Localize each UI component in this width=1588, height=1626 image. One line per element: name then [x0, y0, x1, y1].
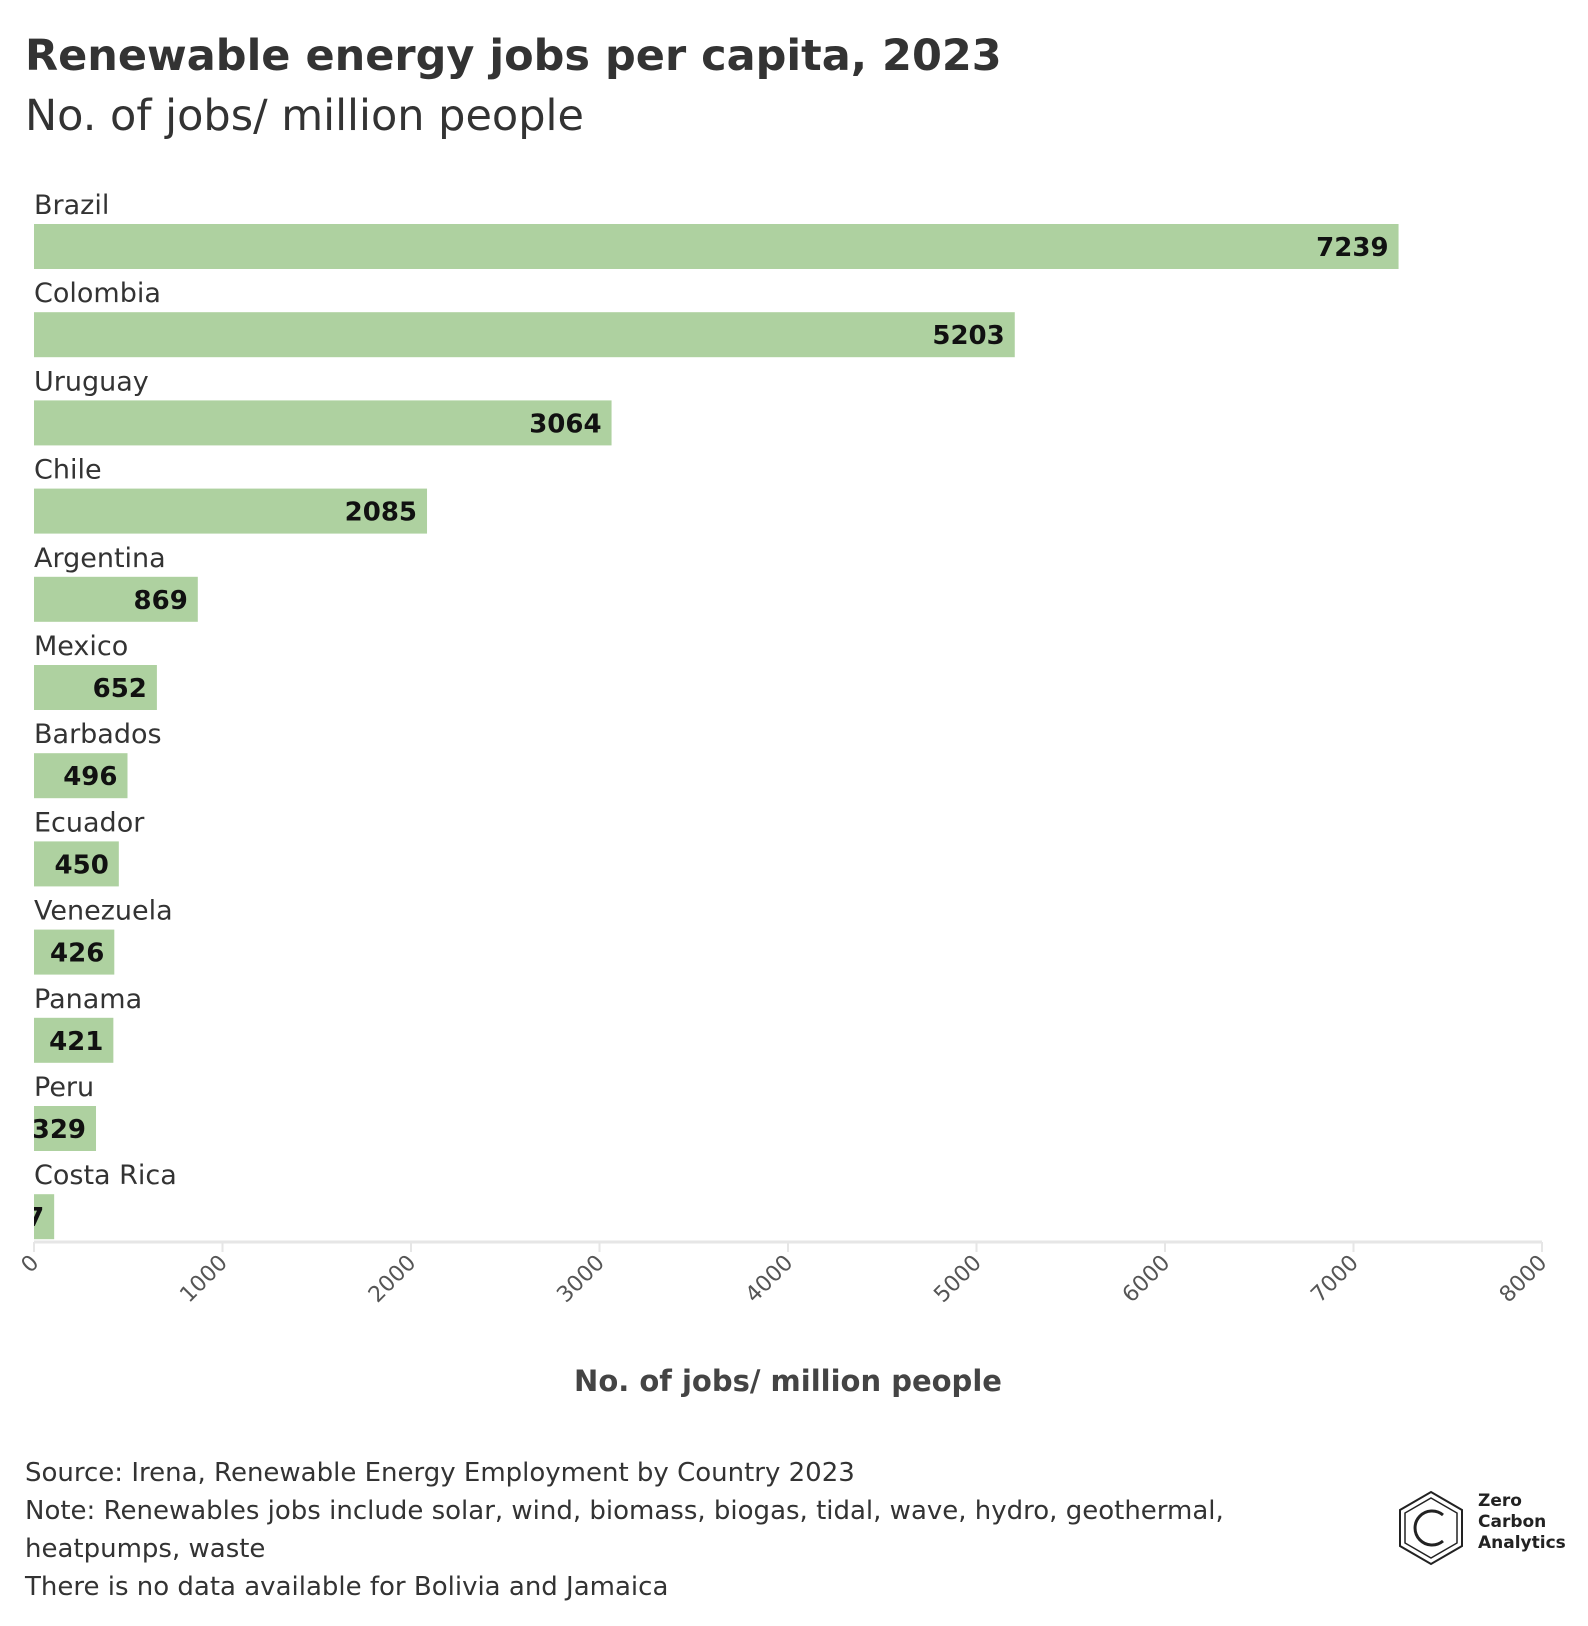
value-label: 107: [0, 1203, 44, 1233]
logo-text: Zero: [1478, 1491, 1522, 1511]
footnote: There is no data available for Bolivia a…: [24, 1572, 668, 1602]
value-label: 2085: [345, 498, 417, 528]
category-label: Ecuador: [34, 807, 145, 838]
logo-text: Carbon: [1478, 1512, 1546, 1532]
category-label: Mexico: [34, 631, 128, 662]
chart-subtitle: No. of jobs/ million people: [25, 91, 584, 141]
footnote: Note: Renewables jobs include solar, win…: [25, 1496, 1224, 1526]
value-label: 421: [49, 1027, 103, 1057]
bar: [34, 488, 428, 534]
x-tick-label: 2000: [364, 1251, 421, 1308]
x-tick-label: 1000: [175, 1251, 232, 1308]
bar: [34, 929, 115, 975]
category-label: Colombia: [34, 278, 161, 309]
bar: [34, 1017, 114, 1063]
bar: [34, 1194, 55, 1240]
bar: [34, 224, 1399, 269]
x-tick-label: 8000: [1495, 1251, 1552, 1308]
value-label: 5203: [932, 321, 1004, 351]
bar: [34, 1106, 97, 1151]
value-label: 426: [50, 939, 104, 969]
bar: [34, 665, 157, 710]
category-label: Chile: [34, 455, 102, 486]
category-label: Panama: [34, 984, 142, 1015]
value-label: 652: [93, 674, 147, 704]
category-label: Venezuela: [34, 896, 173, 927]
logo-hex: [1399, 1490, 1463, 1566]
category-label: Uruguay: [34, 366, 149, 397]
plot-area: 7239 5203 3064 2085 869 652 496 450 426 421 329 107: [0, 224, 1399, 1240]
category-label: Argentina: [34, 543, 166, 574]
x-axis-title: No. of jobs/ million people: [574, 1364, 1002, 1398]
bar: [34, 841, 119, 887]
x-tick-label: 5000: [929, 1251, 986, 1308]
logo-text: Analytics: [1478, 1533, 1566, 1553]
category-label: Costa Rica: [34, 1160, 177, 1191]
logo-c: [1413, 1509, 1444, 1547]
footnote: heatpumps, waste: [25, 1534, 265, 1564]
footnote: Source: Irena, Renewable Energy Employme…: [25, 1458, 855, 1488]
value-label: 869: [134, 586, 188, 616]
chart-title: Renewable energy jobs per capita, 2023: [25, 31, 1002, 81]
bar: [34, 312, 1015, 358]
x-tick-label: 6000: [1118, 1251, 1175, 1308]
value-label: 450: [55, 850, 109, 880]
value-label: 329: [32, 1115, 86, 1145]
bar: [34, 400, 612, 446]
value-label: 496: [63, 762, 117, 792]
value-label: 7239: [1316, 233, 1388, 263]
value-label: 3064: [529, 409, 601, 439]
logo-hex-inner: [1404, 1497, 1458, 1559]
bar: [34, 576, 198, 622]
x-tick-label: 0: [17, 1251, 45, 1279]
category-label: Barbados: [34, 719, 162, 750]
logo: [1399, 1490, 1463, 1566]
category-label: Peru: [34, 1072, 94, 1103]
bar: [34, 753, 128, 799]
x-tick-label: 4000: [741, 1251, 798, 1308]
x-tick-label: 7000: [1306, 1251, 1363, 1308]
category-label: Brazil: [34, 190, 109, 221]
x-tick-label: 3000: [552, 1251, 609, 1308]
